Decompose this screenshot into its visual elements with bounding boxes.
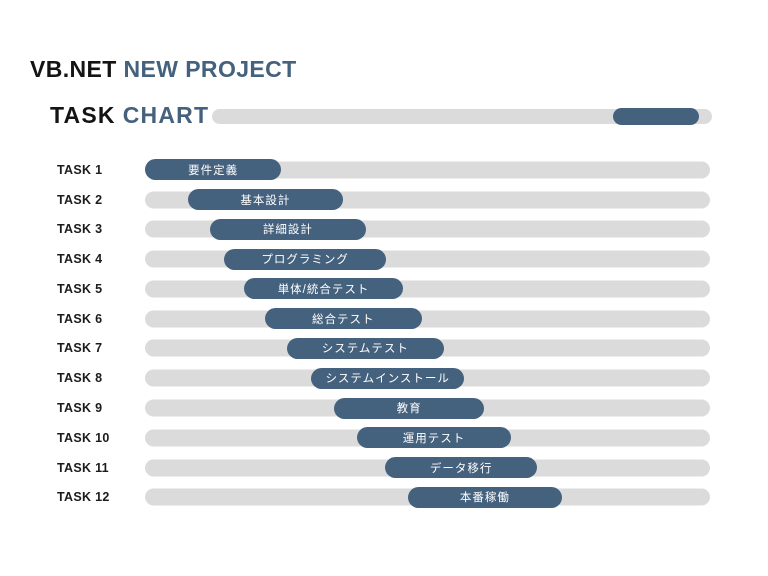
task-rows: TASK 1 要件定義 TASK 2 基本設計 TASK 3 詳細設計 TASK… <box>0 155 768 512</box>
task-row-label: TASK 11 <box>57 460 109 475</box>
task-bar-label: 基本設計 <box>240 194 291 207</box>
task-bar-label: システムインストール <box>325 373 450 386</box>
task-bar: データ移行 <box>385 457 538 479</box>
task-row: TASK 12 本番稼働 <box>0 482 768 512</box>
chart-heading-primary: TASK <box>50 102 116 128</box>
task-track: 教育 <box>145 397 710 419</box>
task-bar: 基本設計 <box>187 189 343 211</box>
task-row: TASK 5 単体/統合テスト <box>0 274 768 304</box>
chart-heading-accent: CHART <box>122 102 210 128</box>
task-track: システムインストール <box>145 367 710 389</box>
task-row-label: TASK 5 <box>57 281 103 296</box>
task-bar: 単体/統合テスト <box>243 278 404 300</box>
task-track: 単体/統合テスト <box>145 278 710 300</box>
task-bar-label: データ移行 <box>429 462 493 475</box>
task-bar-label: システムテスト <box>321 343 409 356</box>
task-track: 総合テスト <box>145 308 710 330</box>
task-bar: 総合テスト <box>264 308 422 330</box>
page-title-accent: NEW PROJECT <box>123 56 297 82</box>
task-row: TASK 8 システムインストール <box>0 363 768 393</box>
task-row: TASK 9 教育 <box>0 393 768 423</box>
task-row: TASK 4 プログラミング <box>0 244 768 274</box>
task-row: TASK 2 基本設計 <box>0 185 768 215</box>
task-track: プログラミング <box>145 248 710 270</box>
task-row: TASK 3 詳細設計 <box>0 215 768 245</box>
task-row-label: TASK 9 <box>57 401 103 415</box>
task-bar: 教育 <box>334 397 484 419</box>
task-bar: プログラミング <box>224 248 387 270</box>
header-progress-track <box>212 108 712 125</box>
page-title-prefix: VB.NET <box>30 56 117 82</box>
task-track: 要件定義 <box>145 159 710 181</box>
task-track: 詳細設計 <box>145 218 710 240</box>
task-bar-label: 詳細設計 <box>262 224 313 237</box>
page-title: VB.NET NEW PROJECT <box>30 56 297 83</box>
task-track: システムテスト <box>145 337 710 359</box>
task-track: 運用テスト <box>145 427 710 449</box>
task-bar: システムテスト <box>286 337 444 359</box>
task-row: TASK 11 データ移行 <box>0 453 768 483</box>
task-row-label: TASK 2 <box>57 192 103 207</box>
task-bar: 本番稼働 <box>407 486 562 508</box>
task-bar-label: 本番稼働 <box>459 492 510 505</box>
task-bar-label: プログラミング <box>261 254 349 267</box>
chart-heading: TASK CHART <box>50 102 209 129</box>
task-row: TASK 6 総合テスト <box>0 304 768 334</box>
task-track: データ移行 <box>145 457 710 479</box>
task-bar: 要件定義 <box>145 159 282 181</box>
task-row-label: TASK 12 <box>57 490 110 505</box>
task-bar: 運用テスト <box>356 427 512 449</box>
task-row-label: TASK 10 <box>57 430 110 445</box>
task-row-label: TASK 8 <box>57 371 103 386</box>
task-bar-label: 単体/統合テスト <box>277 283 370 296</box>
task-row-label: TASK 7 <box>57 341 103 356</box>
task-row: TASK 1 要件定義 <box>0 155 768 185</box>
task-bar-label: 総合テスト <box>312 313 375 326</box>
task-bar-label: 運用テスト <box>402 432 466 445</box>
task-row-label: TASK 4 <box>57 252 103 267</box>
task-row-label: TASK 1 <box>57 162 103 177</box>
task-row-label: TASK 6 <box>57 311 103 326</box>
task-track: 本番稼働 <box>145 486 710 508</box>
task-row: TASK 10 運用テスト <box>0 423 768 453</box>
task-bar: システムインストール <box>311 367 465 389</box>
task-bar: 詳細設計 <box>209 218 366 240</box>
task-track: 基本設計 <box>145 189 710 211</box>
task-row-label: TASK 3 <box>57 222 103 237</box>
task-bar-label: 要件定義 <box>188 164 239 177</box>
task-bar-label: 教育 <box>396 403 422 415</box>
header-progress-fill <box>613 108 699 125</box>
task-row: TASK 7 システムテスト <box>0 334 768 364</box>
